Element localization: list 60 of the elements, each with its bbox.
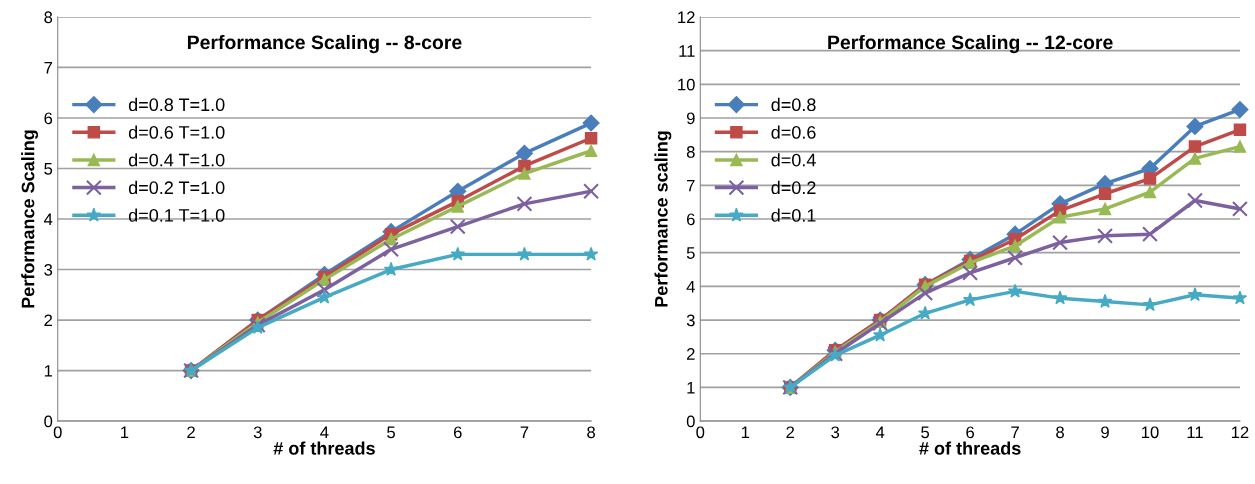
x-tick-label: 11 bbox=[1187, 426, 1203, 439]
text: Performance Scaling -- 12-core bbox=[828, 34, 1113, 54]
y-tick-label: 10 bbox=[678, 78, 695, 91]
x-tick-label: 10 bbox=[1142, 426, 1159, 439]
x-tick-label: 5 bbox=[387, 426, 396, 439]
y-tick-label: 4 bbox=[43, 213, 53, 226]
y-tick-label: 7 bbox=[44, 62, 53, 74]
x-tick-label: 4 bbox=[875, 426, 885, 439]
y-tick-label: 1 bbox=[44, 365, 53, 377]
x-tick-label: 4 bbox=[320, 426, 329, 439]
x-tick-label: 6 bbox=[453, 426, 462, 439]
y-tick-label: 7 bbox=[687, 179, 695, 192]
y-tick-label: 5 bbox=[44, 163, 53, 175]
y-tick-label: 2 bbox=[687, 348, 695, 360]
legend-label: d=0.8 bbox=[771, 97, 816, 112]
x-tick-label: 3 bbox=[253, 426, 262, 439]
legend-label: d=0.6 bbox=[771, 125, 816, 139]
legend-label: d=0.4 bbox=[771, 153, 816, 167]
legend-label: d=0.8 T=1.0 bbox=[128, 97, 225, 112]
y-tick-label: 8 bbox=[686, 146, 695, 158]
y-tick-label: 12 bbox=[678, 11, 695, 23]
text: Performance Scaling -- 8-core bbox=[187, 34, 462, 54]
x-tick-label: 0 bbox=[53, 426, 62, 439]
y-tick-label: 4 bbox=[686, 280, 695, 293]
legend-label: d=0.6 T=1.0 bbox=[128, 125, 225, 139]
x-tick-label: 12 bbox=[1231, 426, 1249, 439]
legend-label: d=0.2 T=1.0 bbox=[128, 180, 225, 195]
y-tick-label: 6 bbox=[44, 112, 53, 125]
y-tick-label: 11 bbox=[679, 45, 695, 57]
x-axis-title: # of threads bbox=[273, 441, 375, 455]
y-tick-label: 0 bbox=[686, 415, 695, 428]
legend-label: d=0.1 bbox=[771, 208, 816, 222]
x-tick-label: 2 bbox=[187, 426, 195, 439]
y-tick-label: 0 bbox=[44, 415, 53, 428]
y-tick-label: 8 bbox=[44, 11, 53, 24]
y-tick-label: 2 bbox=[44, 314, 53, 327]
x-tick-label: 1 bbox=[121, 426, 129, 439]
x-tick-label: 6 bbox=[966, 426, 975, 439]
y-tick-label: 9 bbox=[686, 112, 695, 125]
x-tick-label: 7 bbox=[1011, 426, 1019, 439]
x-tick-label: 3 bbox=[831, 426, 840, 439]
y-axis-title: Performance Scaling bbox=[21, 130, 39, 308]
x-tick-label: 1 bbox=[741, 426, 750, 439]
legend-label: d=0.4 T=1.0 bbox=[128, 153, 225, 167]
x-tick-label: 5 bbox=[921, 426, 930, 439]
x-tick-label: 7 bbox=[520, 426, 529, 439]
x-tick-label: 8 bbox=[587, 426, 596, 439]
x-axis-title: # of threads bbox=[919, 441, 1021, 455]
y-tick-label: 3 bbox=[44, 263, 53, 276]
legend-label: d=0.2 bbox=[771, 180, 816, 195]
x-tick-label: 2 bbox=[786, 426, 795, 439]
y-axis-title: Performance scaling bbox=[654, 131, 672, 307]
x-tick-label: 0 bbox=[696, 426, 705, 439]
y-tick-label: 5 bbox=[686, 247, 695, 259]
y-tick-label: 1 bbox=[687, 381, 695, 394]
legend-label: d=0.1 T=1.0 bbox=[128, 208, 225, 222]
y-tick-label: 3 bbox=[686, 314, 695, 327]
x-tick-label: 8 bbox=[1056, 426, 1064, 439]
x-tick-label: 9 bbox=[1101, 426, 1109, 439]
y-tick-label: 6 bbox=[687, 213, 695, 226]
